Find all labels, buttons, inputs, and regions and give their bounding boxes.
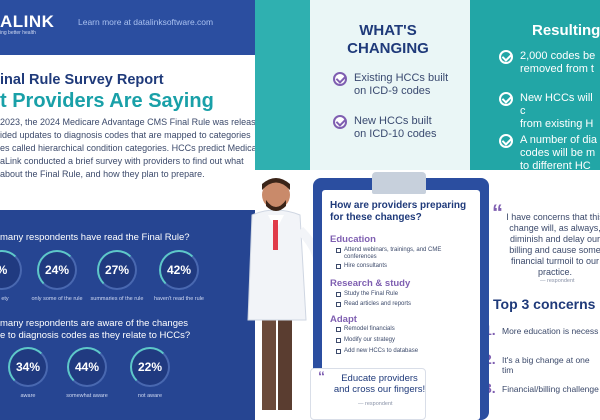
result-item-line: 2,000 codes be xyxy=(520,50,596,62)
speech-bubble xyxy=(310,368,426,420)
checklist-item: Read articles and reports xyxy=(344,301,412,307)
check-icon xyxy=(499,134,513,148)
brand-logo: ALINK xyxy=(0,12,55,31)
checklist-item: Remodel financials xyxy=(344,326,395,332)
report-body-line: es called hierarchical condition categor… xyxy=(0,143,265,153)
section-title: Research & study xyxy=(330,278,411,289)
doctor-leg xyxy=(278,310,292,410)
change-item-line: on ICD-10 codes xyxy=(354,128,437,140)
top-concerns-heading: Top 3 concerns xyxy=(493,296,596,312)
stat-caption: aware xyxy=(20,393,36,399)
doctor-hair xyxy=(262,178,290,190)
checkbox xyxy=(336,292,341,297)
stat-circle: 22% xyxy=(130,347,170,387)
stat-circle: 27% xyxy=(97,250,137,290)
stat-circle: 24% xyxy=(37,250,77,290)
report-body-line: about the Final Rule, and how they plan … xyxy=(0,169,205,179)
left-panel-lower xyxy=(0,210,255,420)
change-item-line: Existing HCCs built xyxy=(354,72,449,84)
result-item-line: from existing H xyxy=(520,118,594,130)
clipboard-question: How are providers preparing for these ch… xyxy=(330,200,467,223)
quote-icon: “ xyxy=(492,200,503,225)
stat-caption: not aware xyxy=(137,393,163,399)
checklist-item: Study the Final Rule xyxy=(344,291,399,297)
checkbox xyxy=(336,248,341,253)
check-icon xyxy=(499,50,513,64)
stat-circle: 34% xyxy=(8,347,48,387)
section-title: Education xyxy=(330,234,376,245)
stat-caption: ety xyxy=(1,296,9,302)
stat-caption: haven't read the rule xyxy=(154,296,204,302)
concern-text: Financial/billing challenge xyxy=(502,384,599,394)
check-icon xyxy=(333,115,347,129)
result-item: A number of dia codes will be m to diffe… xyxy=(520,134,597,173)
check-icon xyxy=(499,92,513,106)
checklist-item: Hire consultants xyxy=(344,263,388,269)
result-item-line: to different HC xyxy=(520,160,591,172)
checkbox xyxy=(336,338,341,343)
report-body-line: 2023, the 2024 Medicare Advantage CMS Fi… xyxy=(0,117,266,127)
report-body-line: ided updates to diagnosis codes that are… xyxy=(0,130,251,140)
heading-line: CHANGING xyxy=(347,40,429,57)
check-icon xyxy=(333,72,347,86)
concern-text: It's a big change at one tim xyxy=(502,355,590,375)
checkbox xyxy=(336,264,341,269)
checkbox xyxy=(336,327,341,332)
result-item-line: New HCCs will c xyxy=(520,92,593,117)
result-item-line: removed from t xyxy=(520,63,594,75)
concern-text: More education is necess xyxy=(502,326,599,336)
resulting-heading: Resulting xyxy=(532,22,600,39)
quote-attribution: — respondent xyxy=(540,278,575,284)
change-item-line: New HCCs built xyxy=(354,115,432,127)
doctor-leg xyxy=(262,310,276,410)
doctor-illustration xyxy=(247,178,320,410)
report-body: 2023, the 2024 Medicare Advantage CMS Fi… xyxy=(0,116,300,181)
checklist-item: Modify our strategy xyxy=(344,337,396,343)
question-awareness-line1: many respondents are aware of the change… xyxy=(0,318,189,329)
resulting-panel xyxy=(470,0,600,170)
report-headline: t Providers Are Saying xyxy=(0,90,214,112)
checklist-item: Attend webinars, trainings, and CME conf… xyxy=(344,247,442,260)
result-item: New HCCs will c from existing H xyxy=(520,92,600,131)
doctor-coat xyxy=(247,209,307,321)
checkbox xyxy=(336,349,341,354)
result-item-line: codes will be m xyxy=(520,147,596,159)
result-item-line: A number of dia xyxy=(520,134,598,146)
question-awareness-line2: e to diagnosis codes as they relate to H… xyxy=(0,330,191,341)
stat-circle: 44% xyxy=(67,347,107,387)
clipboard-clip xyxy=(372,172,426,194)
stat-caption: only some of the rule xyxy=(31,296,83,302)
result-item: 2,000 codes be removed from t xyxy=(520,50,595,76)
change-item: Existing HCCs built on ICD-9 codes xyxy=(354,72,448,98)
quote-icon: “ xyxy=(318,368,325,384)
brand-tagline: ing better health xyxy=(0,30,36,36)
website-link[interactable]: Learn more at datalinksoftware.com xyxy=(78,17,214,27)
whats-changing-heading: WHAT'S CHANGING xyxy=(318,22,458,58)
bubble-quote-text: Educate providers and cross our fingers! xyxy=(333,373,426,395)
report-title: inal Rule Survey Report xyxy=(0,72,164,88)
report-body-line: aLink conducted a brief survey with prov… xyxy=(0,156,244,166)
change-item-line: on ICD-9 codes xyxy=(354,85,431,97)
stat-caption: summaries of the rule xyxy=(90,296,144,302)
checklist-item: Add new HCCs to database xyxy=(344,348,419,354)
change-item: New HCCs built on ICD-10 codes xyxy=(354,115,437,141)
concern-number: 1. xyxy=(484,322,496,338)
concern-number: 3. xyxy=(484,380,496,396)
bubble-attribution: — respondent xyxy=(358,401,393,407)
doctor-head xyxy=(262,181,290,209)
stat-circle: 42% xyxy=(159,250,199,290)
doctor-tie xyxy=(273,220,278,250)
heading-line: WHAT'S xyxy=(359,22,417,39)
concern-number: 2. xyxy=(484,351,496,367)
stat-caption: somewhat aware xyxy=(66,393,108,399)
checkbox xyxy=(336,302,341,307)
question-read-rule: many respondents have read the Final Rul… xyxy=(0,232,190,243)
doctor-beard xyxy=(266,200,286,211)
respondent-quote: I have concerns that this change will, a… xyxy=(506,212,600,277)
section-title: Adapt xyxy=(330,314,357,325)
